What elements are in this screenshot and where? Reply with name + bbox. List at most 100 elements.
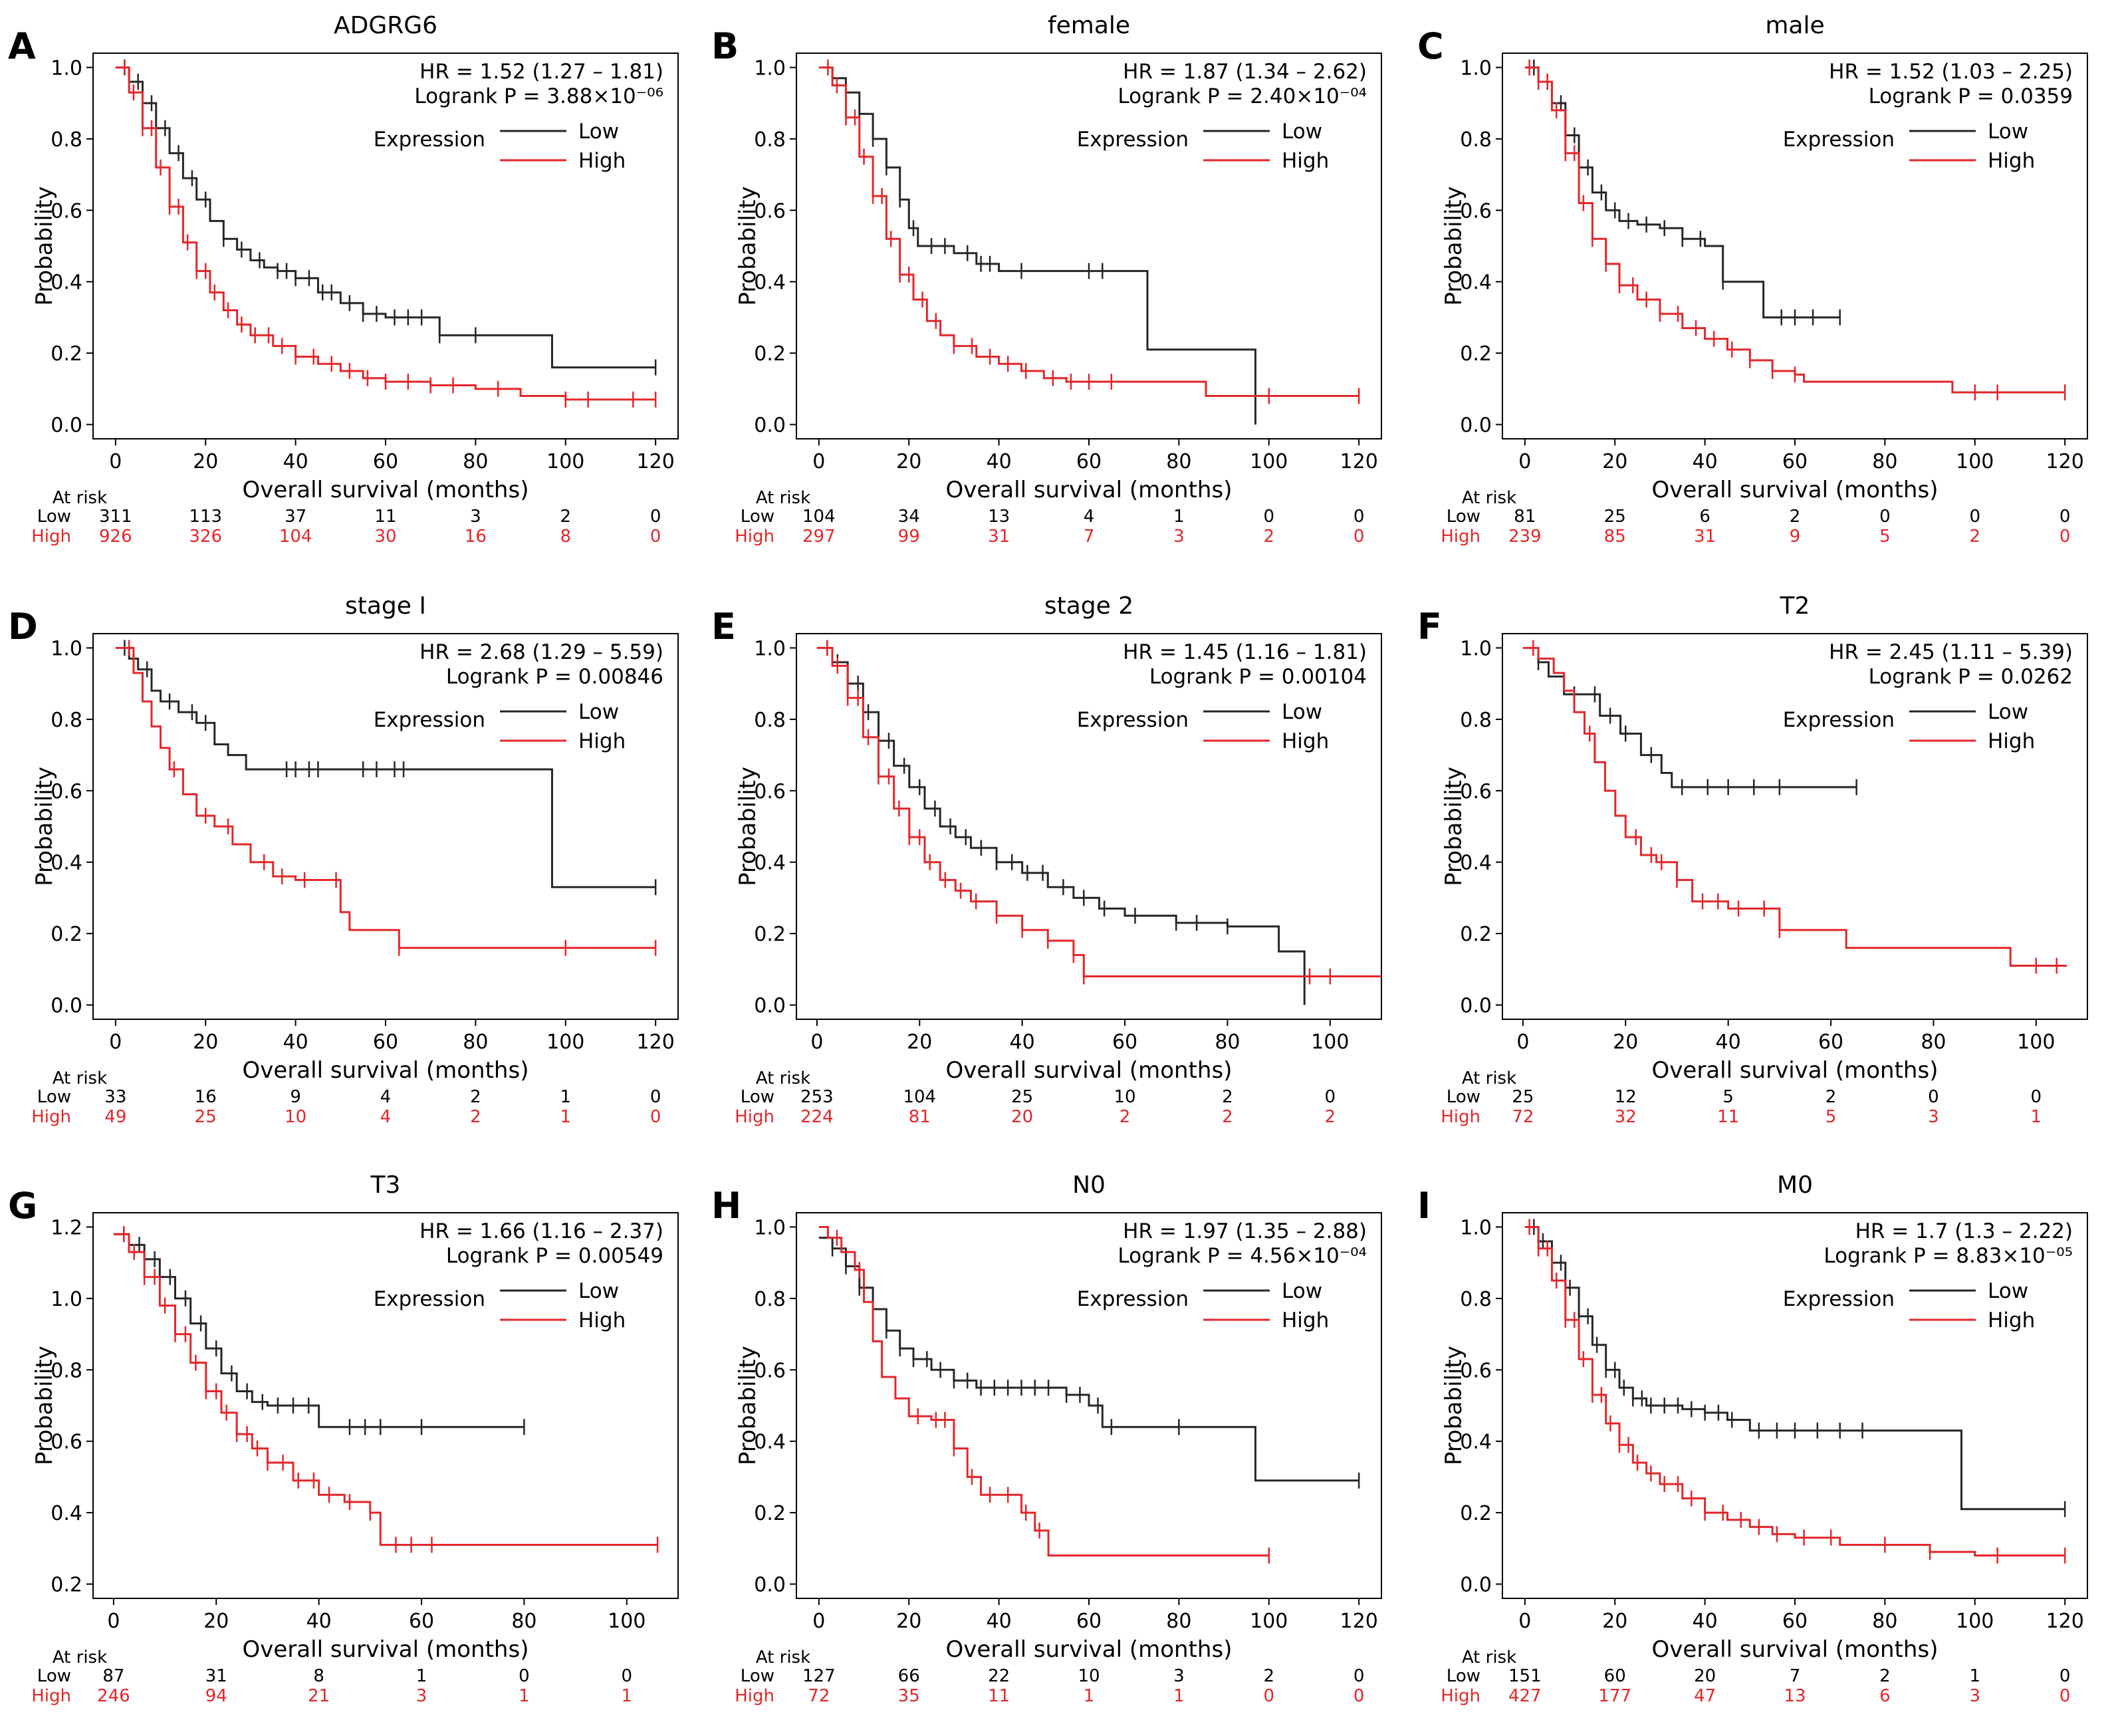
survival-curve-low: [818, 1237, 1359, 1482]
survival-curve-high: [115, 66, 656, 401]
x-axis-label: Overall survival (months): [243, 477, 529, 503]
x-tick-label: 80: [1166, 1610, 1191, 1633]
at-risk-low-count: 311: [99, 507, 132, 527]
logrank-text: Logrank P = 0.0262: [1869, 665, 2073, 689]
at-risk-low-count: 8: [313, 1666, 324, 1686]
at-risk-low-count: 2: [560, 507, 571, 527]
at-risk-header: At risk: [53, 1068, 107, 1088]
survival-curve-high: [1524, 66, 2065, 394]
at-risk-low-count: 16: [195, 1087, 217, 1107]
y-tick-label: 1.0: [51, 57, 82, 80]
logrank-text: Logrank P = 0.00549: [446, 1244, 663, 1268]
at-risk-high-count: 1: [519, 1686, 530, 1706]
x-tick-label: 80: [1921, 1031, 1946, 1054]
y-axis-label: Probability: [31, 767, 58, 886]
panel-i: I M00.00.20.40.60.81.00 20 40 60 80 100 120Over…: [1417, 1172, 2088, 1706]
legend-label-low: Low: [1282, 1279, 1322, 1303]
survival-curve-low: [1524, 66, 1840, 318]
y-tick-label: 0.4: [51, 852, 82, 875]
x-tick-label: 40: [1693, 450, 1718, 473]
at-risk-high-count: 1: [1173, 1686, 1185, 1706]
axes-frame: [1502, 633, 2088, 1020]
x-tick-label: 100: [1311, 1031, 1349, 1054]
chart-title: N0: [1072, 1172, 1106, 1199]
at-risk-high-count: 3: [1969, 1686, 1980, 1706]
survival-curve-low: [1522, 646, 1857, 789]
at-risk-high-count: 2: [1325, 1107, 1336, 1127]
y-tick-label: 1.0: [754, 57, 786, 80]
panel-letter: G: [8, 1185, 37, 1227]
x-tick-label: 20: [896, 450, 921, 473]
at-risk-low-count: 0: [2031, 1087, 2042, 1107]
legend-title: Expression: [1783, 128, 1895, 152]
legend-label-low: Low: [1988, 120, 2028, 144]
at-risk-low-count: 3: [470, 507, 481, 527]
y-tick-label: 0.6: [1460, 1359, 1492, 1382]
at-risk-low-count: 2: [1826, 1087, 1837, 1107]
at-risk-high-count: 11: [1717, 1107, 1739, 1127]
at-risk-high-count: 104: [279, 527, 312, 547]
y-tick-label: 0.8: [51, 709, 82, 732]
at-risk-low-count: 66: [898, 1666, 920, 1686]
y-tick-label: 0.0: [51, 414, 82, 437]
at-risk-high-count: 21: [308, 1686, 330, 1706]
at-risk-header: At risk: [53, 488, 107, 508]
y-tick-label: 0.6: [51, 199, 82, 223]
logrank-text: Logrank P = 0.00846: [446, 665, 663, 689]
at-risk-high-count: 0: [1354, 527, 1365, 547]
survival-curve-high: [818, 1225, 1269, 1557]
chart-title: T3: [370, 1172, 401, 1199]
panel-letter: H: [711, 1185, 741, 1227]
y-tick-label: 0.4: [1460, 1431, 1492, 1454]
x-tick-label: 20: [193, 1031, 218, 1054]
at-risk-low-label: Low: [741, 507, 774, 527]
y-tick-label: 0.4: [754, 1431, 786, 1454]
at-risk-high-count: 2: [1263, 527, 1274, 547]
at-risk-high-count: 4: [380, 1107, 392, 1127]
y-axis-label: Probability: [31, 1346, 58, 1465]
at-risk-high-count: 25: [195, 1107, 217, 1127]
survival-curve-high: [816, 646, 1381, 978]
at-risk-low-count: 253: [800, 1087, 834, 1107]
hr-text: HR = 1.87 (1.34 – 2.62): [1123, 60, 1367, 84]
panel-letter: B: [711, 25, 739, 67]
y-tick-label: 0.2: [51, 1574, 82, 1597]
at-risk-high-count: 3: [1173, 527, 1185, 547]
chart-title: T2: [1780, 592, 1810, 620]
at-risk-high-label: High: [735, 1686, 774, 1706]
at-risk-high-count: 0: [1263, 1686, 1274, 1706]
at-risk-high-count: 2: [1969, 527, 1980, 547]
at-risk-high-count: 926: [99, 527, 132, 547]
chart-title: stage 2: [1044, 592, 1133, 620]
at-risk-low-count: 0: [1354, 507, 1365, 527]
x-tick-label: 100: [546, 450, 584, 473]
y-axis-label: Probability: [1441, 767, 1467, 886]
y-tick-label: 0.2: [1460, 923, 1492, 946]
hr-text: HR = 1.52 (1.03 – 2.25): [1829, 60, 2073, 84]
hr-text: HR = 1.66 (1.16 – 2.37): [419, 1219, 663, 1243]
at-risk-high-count: 11: [988, 1686, 1010, 1706]
y-tick-label: 0.8: [754, 128, 786, 152]
axes-frame: [1502, 1212, 2088, 1599]
y-tick-label: 1.0: [754, 637, 786, 660]
at-risk-low-count: 60: [1604, 1666, 1626, 1686]
at-risk-low-count: 2: [470, 1087, 481, 1107]
legend-label-low: Low: [578, 700, 619, 724]
at-risk-low-count: 0: [1969, 507, 1980, 527]
x-axis-label: Overall survival (months): [946, 1057, 1233, 1084]
at-risk-high-count: 3: [1928, 1107, 1939, 1127]
y-tick-label: 0.8: [1460, 128, 1492, 152]
axes-frame: [92, 633, 679, 1020]
chart-title: male: [1765, 12, 1824, 39]
x-tick-label: 0: [1518, 450, 1531, 473]
legend-label-high: High: [578, 149, 626, 173]
x-tick-label: 100: [1250, 1610, 1288, 1633]
at-risk-high-label: High: [1441, 1686, 1480, 1706]
at-risk-low-label: Low: [741, 1666, 774, 1686]
at-risk-high-count: 6: [1879, 1686, 1891, 1706]
at-risk-low-count: 87: [102, 1666, 124, 1686]
logrank-text: Logrank P = 2.40×10⁻⁰⁴: [1118, 84, 1367, 108]
y-tick-label: 0.0: [754, 995, 786, 1018]
at-risk-low-count: 0: [519, 1666, 530, 1686]
